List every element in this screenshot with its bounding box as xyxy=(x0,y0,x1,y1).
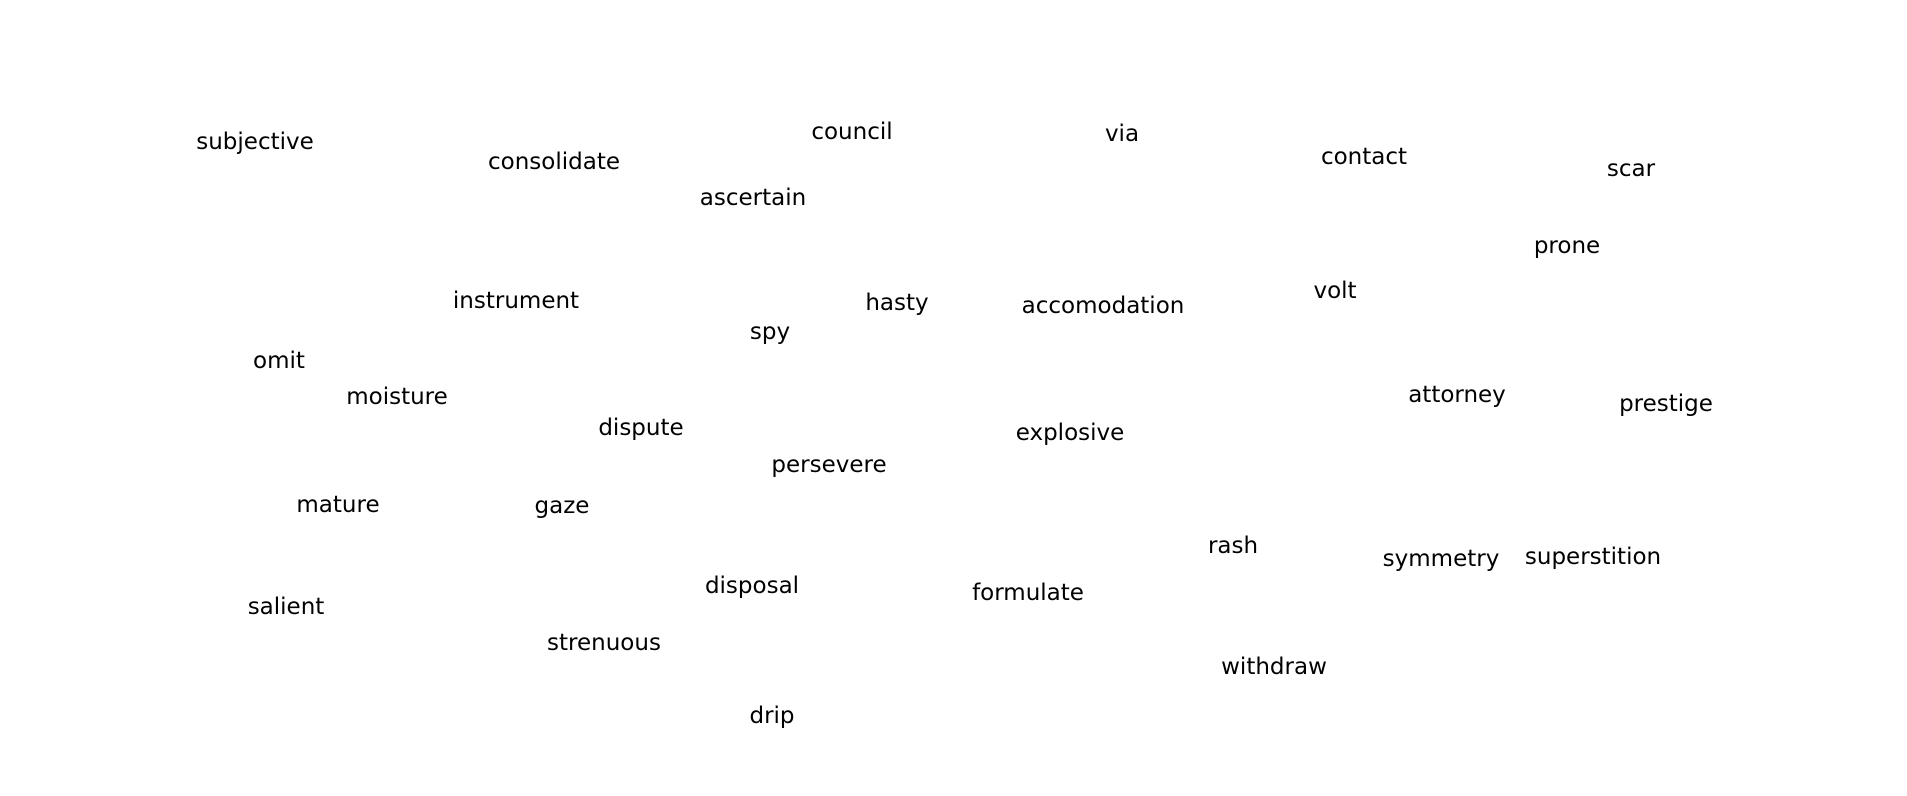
word-label: spy xyxy=(749,319,791,345)
word-label: volt xyxy=(1313,278,1357,304)
word-label: omit xyxy=(253,348,305,374)
word-label: salient xyxy=(247,594,325,620)
word-label: prone xyxy=(1533,233,1601,259)
word-label: disposal xyxy=(704,573,800,599)
word-label: persevere xyxy=(771,452,887,478)
word-label: accomodation xyxy=(1021,293,1185,319)
word-label: attorney xyxy=(1408,382,1506,408)
word-label: superstition xyxy=(1524,544,1662,570)
word-label: rash xyxy=(1207,533,1259,559)
word-label: gaze xyxy=(534,493,590,519)
word-label: subjective xyxy=(196,129,314,155)
word-label: withdraw xyxy=(1221,654,1327,680)
word-label: contact xyxy=(1320,144,1408,170)
word-label: scar xyxy=(1606,156,1656,182)
word-label: explosive xyxy=(1015,420,1125,446)
word-label: drip xyxy=(749,703,795,729)
word-label: council xyxy=(811,119,893,145)
word-label: dispute xyxy=(598,415,684,441)
word-label: hasty xyxy=(865,290,929,316)
word-label: moisture xyxy=(346,384,448,410)
word-label: consolidate xyxy=(488,149,620,175)
word-label: formulate xyxy=(972,580,1084,606)
word-label: strenuous xyxy=(547,630,661,656)
word-label: symmetry xyxy=(1382,546,1500,572)
word-label: via xyxy=(1104,121,1140,147)
word-label: ascertain xyxy=(699,185,807,211)
word-label: instrument xyxy=(452,288,580,314)
word-label: mature xyxy=(296,492,380,518)
word-label: prestige xyxy=(1619,391,1713,417)
